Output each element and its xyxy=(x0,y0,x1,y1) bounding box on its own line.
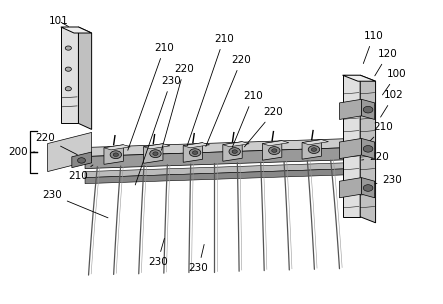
Circle shape xyxy=(308,146,320,154)
Text: 110: 110 xyxy=(363,31,383,64)
Polygon shape xyxy=(47,133,92,171)
Polygon shape xyxy=(85,163,354,178)
Polygon shape xyxy=(78,27,92,130)
Text: 210: 210 xyxy=(187,34,233,146)
Text: 220: 220 xyxy=(361,152,389,162)
Text: 210: 210 xyxy=(128,43,174,150)
Circle shape xyxy=(268,147,280,154)
Circle shape xyxy=(150,150,161,157)
Polygon shape xyxy=(61,27,92,33)
Text: 230: 230 xyxy=(135,76,181,185)
Polygon shape xyxy=(104,145,130,150)
Text: 120: 120 xyxy=(375,49,398,76)
Text: 220: 220 xyxy=(206,55,251,147)
Polygon shape xyxy=(183,143,202,162)
Circle shape xyxy=(113,153,118,157)
Polygon shape xyxy=(61,27,78,123)
Text: 100: 100 xyxy=(382,69,407,95)
Circle shape xyxy=(272,149,277,152)
Text: 200: 200 xyxy=(8,147,35,157)
Circle shape xyxy=(65,46,71,50)
Text: 220: 220 xyxy=(35,133,77,155)
Polygon shape xyxy=(361,138,375,159)
Polygon shape xyxy=(339,138,361,159)
Text: 220: 220 xyxy=(162,64,194,150)
Circle shape xyxy=(229,148,241,156)
Text: 230: 230 xyxy=(361,175,402,187)
Polygon shape xyxy=(104,145,123,164)
Text: 230: 230 xyxy=(189,244,209,273)
Circle shape xyxy=(153,152,158,155)
Polygon shape xyxy=(262,141,282,160)
Polygon shape xyxy=(361,99,375,119)
Text: 210: 210 xyxy=(69,165,93,181)
Polygon shape xyxy=(85,138,354,157)
Circle shape xyxy=(232,150,237,154)
Text: 101: 101 xyxy=(49,16,69,26)
Polygon shape xyxy=(302,140,322,159)
Circle shape xyxy=(65,87,71,91)
Circle shape xyxy=(78,158,85,163)
Circle shape xyxy=(192,151,198,154)
Circle shape xyxy=(110,151,121,159)
Polygon shape xyxy=(85,147,354,168)
Text: 230: 230 xyxy=(42,190,108,218)
Polygon shape xyxy=(144,144,163,163)
Polygon shape xyxy=(339,99,361,119)
Polygon shape xyxy=(339,178,361,198)
Circle shape xyxy=(189,149,201,157)
Polygon shape xyxy=(342,75,360,217)
Polygon shape xyxy=(72,152,92,168)
Text: 220: 220 xyxy=(245,107,284,147)
Polygon shape xyxy=(144,144,170,149)
Text: 210: 210 xyxy=(361,122,393,150)
Polygon shape xyxy=(223,142,249,147)
Circle shape xyxy=(363,185,373,191)
Polygon shape xyxy=(302,140,328,145)
Text: 230: 230 xyxy=(148,238,167,267)
Polygon shape xyxy=(85,168,354,184)
Polygon shape xyxy=(342,75,376,81)
Circle shape xyxy=(363,146,373,152)
Text: 102: 102 xyxy=(381,90,404,117)
Polygon shape xyxy=(223,142,242,161)
Polygon shape xyxy=(360,75,376,223)
Text: 210: 210 xyxy=(232,91,263,147)
Polygon shape xyxy=(262,141,289,146)
Polygon shape xyxy=(183,143,210,148)
Circle shape xyxy=(311,148,317,151)
Circle shape xyxy=(363,106,373,113)
Polygon shape xyxy=(361,178,375,198)
Circle shape xyxy=(65,67,71,71)
